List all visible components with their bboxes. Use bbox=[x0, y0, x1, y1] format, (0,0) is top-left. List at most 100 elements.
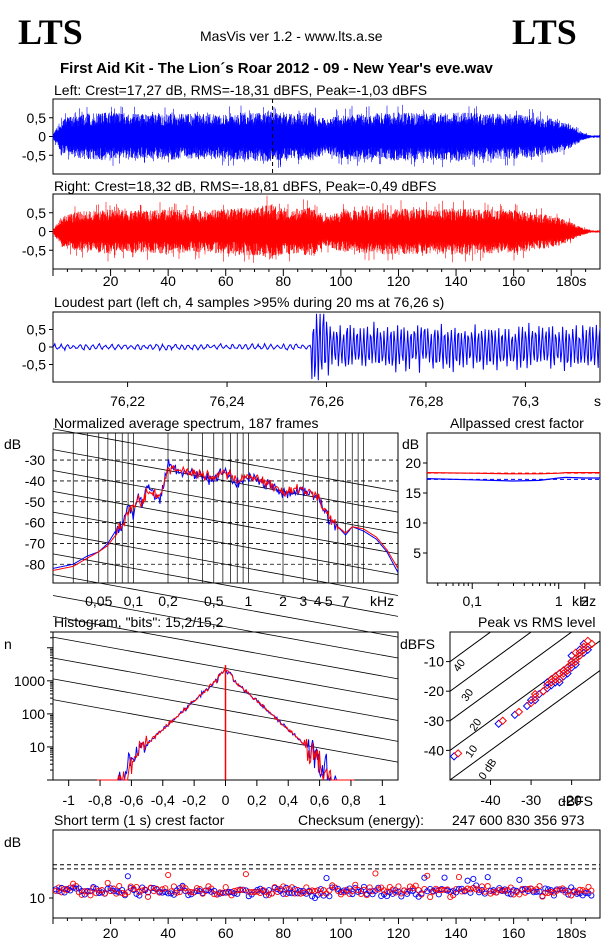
peakrms-ytick-label: -40 bbox=[424, 742, 444, 758]
shortterm-left-point bbox=[144, 889, 152, 896]
shortterm-left-point bbox=[435, 891, 442, 898]
shortterm-left-point bbox=[562, 887, 569, 894]
peakrms-xlabel: dBFS bbox=[558, 793, 594, 809]
shortterm-left-point bbox=[136, 892, 143, 899]
right-waveform-xtick-label: 20 bbox=[103, 273, 119, 289]
shortterm-left-point bbox=[568, 884, 575, 891]
shortterm-right-point bbox=[191, 889, 198, 896]
shortterm-right-point bbox=[484, 883, 491, 890]
shortterm-left-point bbox=[582, 889, 589, 897]
peakrms-right-point bbox=[571, 654, 580, 663]
left-waveform-ytick-label: -0,5 bbox=[22, 147, 46, 163]
shortterm-right-point bbox=[476, 887, 483, 894]
shortterm-left-point bbox=[507, 891, 514, 898]
shortterm-left-point bbox=[228, 888, 235, 896]
shortterm-right-point bbox=[113, 890, 120, 897]
shortterm-left-point bbox=[481, 890, 488, 897]
shortterm-right-point bbox=[455, 874, 462, 881]
logo-right: LTS bbox=[512, 12, 577, 52]
spectrum-xunit: kHz bbox=[370, 593, 395, 609]
shortterm-right-point bbox=[309, 887, 316, 894]
shortterm-right-point bbox=[136, 888, 143, 896]
shortterm-left-point bbox=[167, 890, 175, 897]
histogram-ytick-label: 10 bbox=[29, 739, 45, 755]
spectrum-xtick-label: 1 bbox=[244, 593, 252, 609]
shortterm-right-point bbox=[395, 883, 402, 890]
right-waveform-xtick-label: 60 bbox=[218, 273, 234, 289]
histogram-xtick-label: 0,8 bbox=[341, 792, 361, 808]
loudest-xunit: s bbox=[594, 393, 601, 409]
crest-xtick-label: 0,1 bbox=[462, 593, 482, 609]
peakrms-xtick-label: -40 bbox=[480, 792, 500, 808]
shortterm-left-point bbox=[124, 873, 131, 880]
shortterm-right-point bbox=[116, 882, 123, 890]
left-waveform-ytick-label: 0 bbox=[38, 129, 46, 145]
peakrms-diagonal-label: 10 bbox=[463, 743, 480, 760]
shortterm-left-point bbox=[280, 890, 287, 897]
shortterm-right-point bbox=[280, 883, 287, 890]
peakrms-frame bbox=[449, 631, 601, 781]
shortterm-right-point bbox=[326, 887, 333, 894]
peakrms-right-point bbox=[571, 648, 580, 657]
shortterm-right-point bbox=[369, 888, 376, 895]
shortterm-right-point bbox=[306, 888, 313, 895]
logo-left: LTS bbox=[18, 12, 83, 52]
histogram-xtick-label: -0,4 bbox=[151, 792, 175, 808]
peakrms-left-point bbox=[494, 719, 503, 729]
shortterm-right-point bbox=[438, 887, 445, 894]
shortterm-right-point bbox=[366, 884, 373, 891]
spectrum-slope-line bbox=[52, 574, 399, 638]
spectrum-slope-line bbox=[52, 511, 399, 576]
spectrum-slope-line bbox=[52, 553, 399, 617]
shortterm-right-point bbox=[539, 893, 546, 900]
shortterm-right-point bbox=[176, 889, 183, 896]
spectrum-slope-line bbox=[52, 532, 399, 596]
shortterm-right-point bbox=[357, 890, 365, 898]
shortterm-left-point bbox=[329, 884, 336, 891]
shortterm-xtick-label: 20 bbox=[103, 925, 119, 941]
checksum-value: 247 600 830 356 973 bbox=[452, 812, 585, 828]
shortterm-right-point bbox=[124, 889, 131, 896]
shortterm-right-point bbox=[392, 889, 399, 896]
right-waveform-signal bbox=[52, 195, 600, 263]
shortterm-right-point bbox=[90, 885, 97, 892]
histogram-xtick-label: 0,4 bbox=[278, 792, 298, 808]
shortterm-left-point bbox=[323, 875, 330, 882]
shortterm-right-point bbox=[234, 887, 241, 894]
shortterm-left-point bbox=[484, 874, 491, 881]
histogram-xtick-label: 0,2 bbox=[247, 792, 267, 808]
spectrum-slope-line bbox=[52, 428, 399, 492]
peakrms-ytick-label: -10 bbox=[424, 654, 444, 670]
spectrum-ytick-label: -80 bbox=[25, 556, 45, 572]
peakrms-diagonal-label: 20 bbox=[467, 717, 484, 734]
shortterm-right-point bbox=[435, 887, 442, 894]
crest-frame bbox=[426, 432, 601, 584]
shortterm-right-point bbox=[432, 885, 439, 892]
shortterm-right-point bbox=[202, 887, 209, 894]
shortterm-right-point bbox=[516, 891, 523, 898]
shortterm-right-point bbox=[239, 886, 247, 893]
shortterm-right-point bbox=[352, 881, 359, 888]
peakrms-left-point bbox=[449, 752, 459, 761]
peakrms-xtick-label: -20 bbox=[562, 792, 582, 808]
spectrum-xtick-label: 0,05 bbox=[85, 593, 112, 609]
peakrms-right-point bbox=[579, 642, 589, 652]
shortterm-left-point bbox=[375, 884, 382, 891]
histogram-xtick-label: 0,6 bbox=[310, 792, 330, 808]
right-waveform-ytick-label: -0,5 bbox=[22, 242, 46, 258]
shortterm-left-point bbox=[242, 887, 249, 894]
right-waveform-xtick-label: 160 bbox=[502, 273, 526, 289]
loudest-xtick-label: 76,3 bbox=[512, 393, 539, 409]
shortterm-right-point bbox=[481, 888, 488, 895]
loudest-ytick-label: 0 bbox=[38, 339, 46, 355]
shortterm-right-point bbox=[536, 883, 543, 890]
shortterm-left-point bbox=[441, 874, 448, 881]
spectrum-slope-line bbox=[52, 470, 399, 534]
spectrum-ytick-label: -60 bbox=[25, 515, 45, 531]
shortterm-title: Short term (1 s) crest factor bbox=[54, 812, 225, 828]
histogram-xtick-label: -0,2 bbox=[182, 792, 206, 808]
shortterm-right-point bbox=[84, 888, 91, 895]
spectrum-ytick-label: -70 bbox=[25, 535, 45, 551]
shortterm-left-point bbox=[357, 888, 365, 895]
